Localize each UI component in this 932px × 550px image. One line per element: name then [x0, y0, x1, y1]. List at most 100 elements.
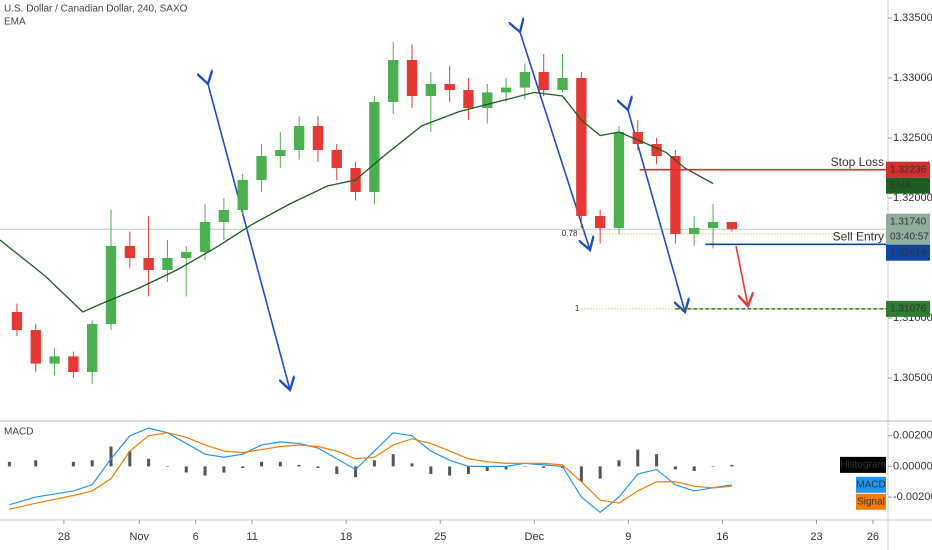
- level-name: Sell Entry: [833, 229, 884, 243]
- candle-body: [632, 132, 643, 144]
- histogram-bar: [128, 451, 132, 467]
- legend-box: [856, 493, 886, 510]
- drawings: [208, 32, 748, 390]
- histogram-bar: [297, 464, 301, 467]
- histogram-bar: [730, 464, 734, 467]
- y-tick-label: -0.00200: [893, 491, 932, 503]
- x-tick-label: 28: [58, 531, 70, 543]
- histogram-bar: [410, 463, 414, 467]
- candle-body: [312, 126, 324, 150]
- candle-body: [237, 180, 248, 210]
- level-box: [886, 161, 930, 178]
- histogram-bar: [448, 466, 452, 476]
- candle-body: [331, 150, 342, 168]
- y-tick-label: 0.00200: [893, 430, 932, 442]
- x-tick-label: 18: [340, 531, 352, 543]
- histogram-bar: [109, 446, 113, 467]
- candle-body: [444, 84, 455, 90]
- histogram-bar: [504, 466, 508, 470]
- level-label: 1.32236: [890, 164, 927, 175]
- legend-label: Signal: [857, 496, 885, 507]
- histogram-bar: [598, 466, 602, 479]
- histogram-bar: [711, 466, 715, 467]
- candle-body: [11, 312, 23, 330]
- candle-body: [594, 216, 606, 228]
- candle-body: [670, 156, 681, 234]
- legend-label: MACD: [856, 479, 885, 490]
- candle-body: [406, 60, 418, 96]
- candle-body: [463, 90, 474, 108]
- histogram-bar: [354, 466, 358, 478]
- last-price-label: 03:40:57: [890, 231, 929, 242]
- x-tick-label: 9: [625, 531, 631, 543]
- arrow: [208, 84, 290, 390]
- histogram-bar: [523, 466, 527, 467]
- candle-body: [369, 102, 380, 192]
- x-tick-label: 23: [810, 531, 822, 543]
- candle-body: [30, 330, 41, 364]
- histogram-bar: [466, 466, 470, 475]
- candle-body: [87, 324, 98, 372]
- histogram-bar: [617, 460, 621, 467]
- histogram-bar: [692, 466, 696, 471]
- histogram-bar: [429, 466, 433, 475]
- histogram-bar: [335, 466, 339, 475]
- y-tick-label: 1.32500: [893, 132, 932, 144]
- y-tick-label: 1.33500: [893, 12, 932, 24]
- y-tick-label: 1.33000: [893, 72, 932, 84]
- indicator-line: [9, 432, 732, 510]
- y-tick-label: 0.00000: [893, 460, 932, 472]
- histogram-bar: [316, 466, 320, 468]
- arrow: [735, 245, 748, 306]
- indicator-line: [9, 427, 732, 514]
- fib-label: 0.78: [562, 229, 578, 238]
- legend-box: [840, 456, 886, 473]
- histogram-bar: [372, 460, 376, 467]
- histogram-bar: [7, 461, 11, 467]
- candle-body: [576, 78, 587, 216]
- histogram-bar: [391, 454, 395, 467]
- level-label: 1.31614: [890, 247, 927, 258]
- legend-label: Histogram: [840, 460, 886, 471]
- candle-body: [538, 72, 549, 90]
- candle-body: [707, 222, 719, 228]
- candle-body: [689, 228, 700, 234]
- candle-body: [726, 222, 738, 230]
- histogram-bar: [71, 461, 75, 467]
- candle-body: [162, 258, 173, 270]
- ema-label: EMA: [890, 180, 912, 191]
- candle-body: [388, 60, 399, 102]
- candle-body: [651, 144, 662, 156]
- histogram-bar: [241, 466, 245, 468]
- candle-body: [500, 87, 512, 93]
- candle-body: [519, 72, 531, 88]
- x-tick-label: Nov: [129, 531, 149, 543]
- histogram-bar: [165, 466, 169, 467]
- histogram-bar: [203, 466, 207, 476]
- histogram-bar: [542, 466, 546, 468]
- legend-box: [856, 476, 886, 493]
- histogram-bar: [278, 461, 282, 467]
- level-name: Stop Loss: [831, 155, 884, 169]
- histogram-bar: [673, 466, 677, 470]
- histogram-bar: [184, 466, 188, 473]
- candle-body: [105, 246, 117, 324]
- candle-body: [143, 258, 154, 270]
- candle-body: [199, 222, 211, 252]
- histogram-bar: [636, 449, 640, 467]
- candle-body: [256, 156, 267, 180]
- histogram-bar: [260, 461, 264, 467]
- candle-body: [181, 252, 192, 258]
- candle-body: [124, 246, 135, 258]
- last-price-box: [886, 213, 930, 245]
- candle-body: [293, 126, 305, 150]
- candle-body: [613, 132, 625, 228]
- candle-body: [49, 356, 60, 364]
- candle-body: [218, 210, 230, 222]
- histogram-bar: [147, 458, 151, 467]
- fib-label: 1: [575, 304, 580, 313]
- x-tick-label: 25: [434, 531, 446, 543]
- histogram-bar: [579, 466, 583, 482]
- indicator-name: EMA: [4, 17, 26, 28]
